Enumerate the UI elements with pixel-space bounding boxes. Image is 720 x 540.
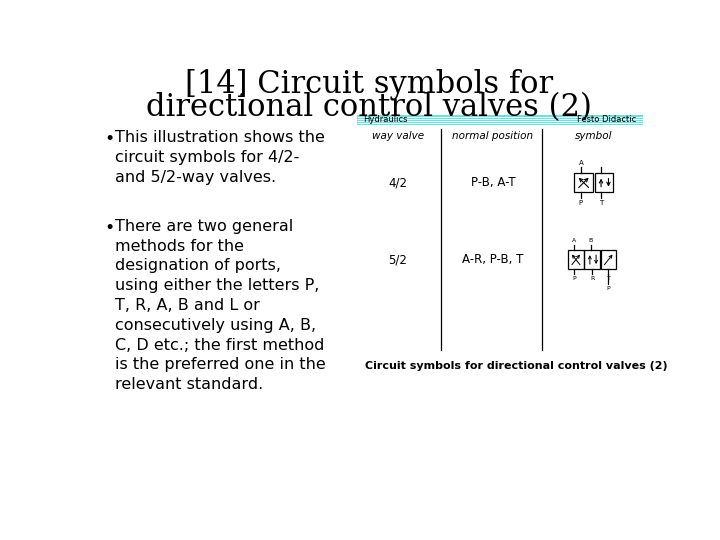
Text: A: A [572, 239, 577, 244]
Text: way valve: way valve [372, 131, 424, 141]
Text: directional control valves (2): directional control valves (2) [146, 92, 592, 123]
Bar [568, 251, 584, 269]
Bar [595, 173, 613, 192]
Bar [600, 251, 616, 269]
Text: P: P [579, 200, 583, 206]
Text: P: P [572, 276, 576, 281]
Text: T: T [599, 200, 603, 206]
Text: P-B, A-T: P-B, A-T [471, 176, 516, 189]
Text: A-R, P-B, T: A-R, P-B, T [462, 253, 523, 266]
Text: Festo Didactic: Festo Didactic [577, 116, 636, 124]
Text: normal position: normal position [452, 131, 534, 141]
Bar [357, 115, 642, 125]
Text: T: T [606, 276, 611, 281]
Text: There are two general
methods for the
designation of ports,
using either the let: There are two general methods for the de… [114, 219, 325, 392]
Bar [585, 251, 600, 269]
Text: B: B [588, 239, 593, 244]
Text: This illustration shows the
circuit symbols for 4/2-
and 5/2-way valves.: This illustration shows the circuit symb… [114, 130, 325, 185]
Text: symbol: symbol [575, 131, 613, 141]
Text: Hydraulics: Hydraulics [364, 116, 408, 124]
Text: R: R [590, 276, 594, 281]
Text: 5/2: 5/2 [388, 253, 407, 266]
Text: Circuit symbols for directional control valves (2): Circuit symbols for directional control … [365, 361, 667, 372]
Text: •: • [104, 130, 114, 148]
Text: 4/2: 4/2 [388, 176, 408, 189]
Bar [575, 173, 593, 192]
Text: A: A [578, 160, 583, 166]
Text: P: P [607, 286, 611, 291]
Text: •: • [104, 219, 114, 237]
Text: [14] Circuit symbols for: [14] Circuit symbols for [185, 69, 553, 100]
